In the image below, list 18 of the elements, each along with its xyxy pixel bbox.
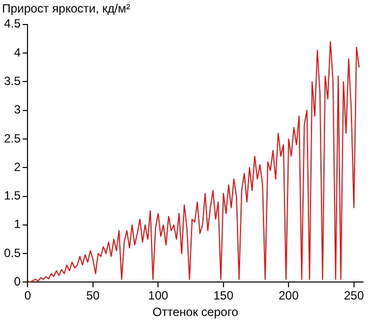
x-tick-label: 150	[213, 288, 234, 303]
y-tick-label: 3.5	[4, 74, 21, 88]
y-tick-label: 4	[14, 45, 21, 60]
x-tick-label: 100	[148, 288, 168, 303]
x-tick-label: 250	[344, 288, 364, 303]
x-axis-title: Оттенок серого	[152, 305, 238, 320]
y-tick-label: 3	[14, 102, 21, 117]
x-tick-label: 200	[278, 288, 299, 303]
y-tick-label: 2.5	[4, 131, 21, 146]
y-tick-label: 1.5	[4, 188, 21, 203]
y-tick-label: 2	[14, 160, 21, 174]
y-tick-label: 0	[14, 274, 21, 289]
y-tick-label: 1	[14, 217, 21, 232]
x-tick-label: 0	[24, 288, 32, 303]
x-tick-label: 50	[86, 288, 100, 303]
y-tick-label: 4.5	[4, 16, 21, 31]
chart-title: Прирост яркости, кд/м²	[2, 2, 130, 16]
y-tick-label: 0.5	[4, 246, 21, 260]
